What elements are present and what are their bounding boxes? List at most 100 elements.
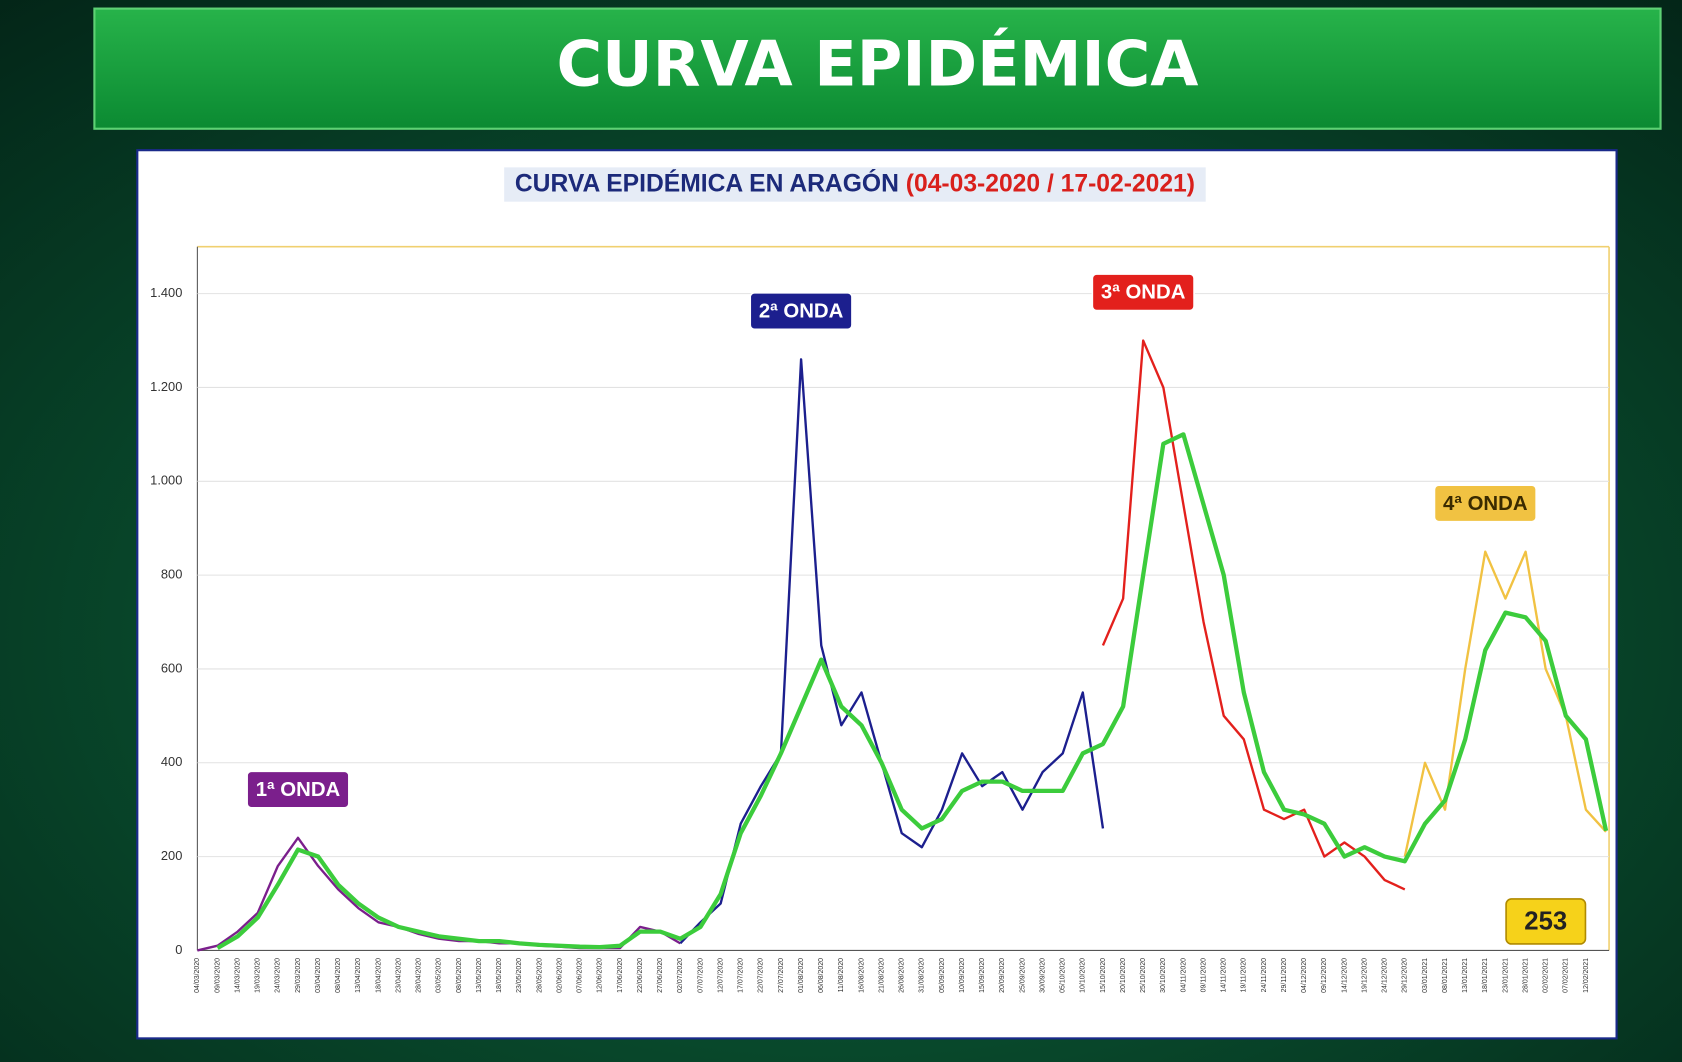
wave-label: 2ª ONDA xyxy=(749,292,853,331)
x-tick-label: 18/01/2021 xyxy=(1482,958,1489,993)
x-tick-label: 02/06/2020 xyxy=(556,958,563,993)
x-tick-label: 08/04/2020 xyxy=(335,958,342,993)
wave-label-box xyxy=(1433,484,1537,523)
x-tick-label: 10/09/2020 xyxy=(959,958,966,993)
chart-title-dates: (04-03-2020 / 17-02-2021) xyxy=(906,170,1195,197)
x-tick-label: 03/04/2020 xyxy=(315,958,322,993)
x-tick-label: 22/06/2020 xyxy=(637,958,644,993)
x-tick-label: 30/09/2020 xyxy=(1039,958,1046,993)
chart-panel xyxy=(136,149,1618,1040)
x-tick-label: 12/07/2020 xyxy=(717,958,724,993)
title-band xyxy=(504,167,1206,202)
x-tick-label: 17/07/2020 xyxy=(738,958,745,993)
y-tick-label: 1.200 xyxy=(150,379,182,394)
x-tick-label: 11/08/2020 xyxy=(838,958,845,992)
x-tick-label: 03/05/2020 xyxy=(436,958,443,993)
x-tick-label: 29/11/2020 xyxy=(1281,958,1288,992)
wave-label-box xyxy=(1091,273,1195,312)
x-tick-label: 07/02/2021 xyxy=(1563,958,1570,993)
x-tick-label: 12/06/2020 xyxy=(597,958,604,993)
x-tick-label: 16/08/2020 xyxy=(858,958,865,993)
x-tick-label: 02/07/2020 xyxy=(677,958,684,993)
x-tick-label: 03/01/2021 xyxy=(1422,958,1429,993)
x-tick-label: 04/12/2020 xyxy=(1301,958,1308,993)
last-value-label: 253 xyxy=(1524,907,1567,935)
x-tick-label: 24/12/2020 xyxy=(1382,958,1389,993)
x-tick-label: 15/10/2020 xyxy=(1100,958,1107,993)
x-tick-label: 27/06/2020 xyxy=(657,958,664,993)
x-tick-label: 28/01/2021 xyxy=(1522,958,1529,993)
last-value-box xyxy=(1505,898,1587,945)
x-tick-label: 09/03/2020 xyxy=(214,958,221,993)
x-tick-label: 29/12/2020 xyxy=(1402,958,1409,993)
y-tick-label: 1.000 xyxy=(150,473,182,488)
x-tick-label: 19/03/2020 xyxy=(255,958,262,993)
header-title: CURVA EPIDÉMICA xyxy=(556,28,1198,101)
x-tick-label: 13/01/2021 xyxy=(1462,958,1469,993)
chart-title: CURVA EPIDÉMICA EN ARAGÓN (04-03-2020 / … xyxy=(515,169,1195,197)
x-tick-label: 29/03/2020 xyxy=(295,958,302,993)
x-tick-label: 18/05/2020 xyxy=(496,958,503,993)
x-tick-label: 28/05/2020 xyxy=(536,958,543,993)
x-tick-label: 26/08/2020 xyxy=(899,958,906,993)
x-tick-label: 09/11/2020 xyxy=(1200,958,1207,992)
wave-line xyxy=(1403,550,1607,857)
wave-label-text: 2ª ONDA xyxy=(759,301,844,323)
x-tick-label: 01/08/2020 xyxy=(798,958,805,993)
wave-label-box xyxy=(749,292,853,331)
x-tick-label: 20/09/2020 xyxy=(999,958,1006,993)
x-tick-label: 15/09/2020 xyxy=(979,958,986,993)
x-tick-label: 18/04/2020 xyxy=(375,958,382,993)
x-tick-label: 23/05/2020 xyxy=(516,958,523,993)
x-tick-label: 13/04/2020 xyxy=(355,958,362,993)
x-tick-label: 27/07/2020 xyxy=(778,958,785,993)
x-tick-label: 30/10/2020 xyxy=(1160,958,1167,993)
x-tick-label: 19/11/2020 xyxy=(1241,958,1248,992)
wave-label: 1ª ONDA xyxy=(246,770,350,809)
x-tick-label: 08/01/2021 xyxy=(1442,958,1449,993)
x-tick-label: 24/03/2020 xyxy=(275,958,282,993)
wave-label: 4ª ONDA xyxy=(1433,484,1537,523)
y-tick-label: 600 xyxy=(161,660,182,675)
x-tick-label: 05/10/2020 xyxy=(1060,958,1067,993)
x-tick-label: 09/12/2020 xyxy=(1321,958,1328,993)
y-tick-label: 0 xyxy=(175,942,182,957)
x-tick-label: 07/06/2020 xyxy=(577,958,584,993)
moving-average-line xyxy=(216,432,1609,950)
x-tick-label: 20/10/2020 xyxy=(1120,958,1127,993)
x-tick-label: 23/04/2020 xyxy=(395,958,402,993)
x-tick-label: 14/11/2020 xyxy=(1221,958,1228,992)
x-tick-label: 25/10/2020 xyxy=(1140,958,1147,993)
x-tick-label: 05/09/2020 xyxy=(939,958,946,993)
x-tick-label: 22/07/2020 xyxy=(758,958,765,993)
x-tick-label: 12/02/2021 xyxy=(1583,958,1590,993)
x-tick-label: 06/08/2020 xyxy=(818,958,825,993)
x-tick-label: 14/12/2020 xyxy=(1341,958,1348,993)
y-tick-label: 1.400 xyxy=(150,285,182,300)
x-tick-label: 31/08/2020 xyxy=(919,958,926,993)
y-tick-label: 800 xyxy=(161,567,182,582)
x-tick-label: 19/12/2020 xyxy=(1361,958,1368,993)
wave-label-box xyxy=(246,770,350,809)
x-tick-label: 04/03/2020 xyxy=(194,958,201,993)
x-tick-label: 17/06/2020 xyxy=(617,958,624,993)
x-tick-label: 02/02/2021 xyxy=(1543,958,1550,993)
x-tick-label: 23/01/2021 xyxy=(1502,958,1509,993)
y-tick-label: 200 xyxy=(161,848,182,863)
y-tick-label: 400 xyxy=(161,754,182,769)
wave-label-text: 1ª ONDA xyxy=(256,779,341,801)
wave-label: 3ª ONDA xyxy=(1091,273,1195,312)
x-tick-label: 10/10/2020 xyxy=(1080,958,1087,993)
x-tick-label: 25/09/2020 xyxy=(1019,958,1026,993)
x-tick-label: 28/04/2020 xyxy=(416,958,423,993)
x-tick-label: 04/11/2020 xyxy=(1180,958,1187,992)
x-tick-label: 14/03/2020 xyxy=(234,958,241,993)
x-tick-label: 07/07/2020 xyxy=(697,958,704,993)
chart-title-text: CURVA EPIDÉMICA EN ARAGÓN xyxy=(515,169,899,197)
x-tick-label: 24/11/2020 xyxy=(1261,958,1268,992)
wave-label-text: 3ª ONDA xyxy=(1101,282,1186,304)
wave-label-text: 4ª ONDA xyxy=(1443,493,1528,515)
x-tick-label: 13/05/2020 xyxy=(476,958,483,993)
x-tick-label: 21/08/2020 xyxy=(878,958,885,993)
